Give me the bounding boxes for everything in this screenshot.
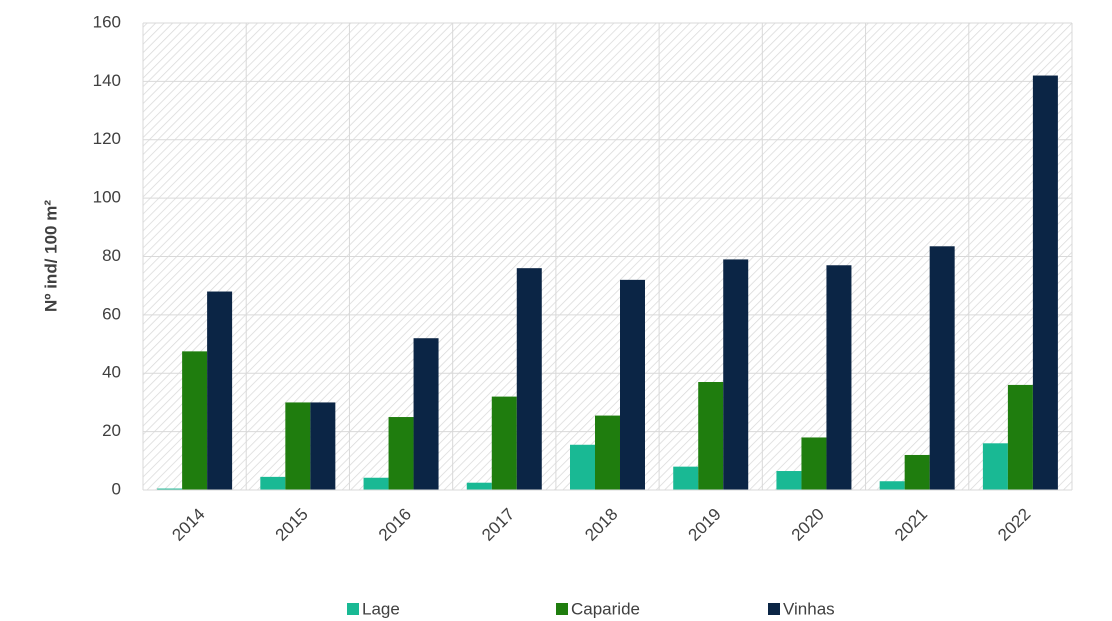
bar <box>182 351 208 490</box>
bar <box>310 402 336 490</box>
y-axis-label: Nº ind/ 100 m² <box>41 200 60 312</box>
legend-swatch <box>556 603 568 615</box>
y-tick-label: 40 <box>102 363 121 382</box>
bar <box>157 488 183 490</box>
x-tick-label: 2016 <box>375 505 415 545</box>
bar <box>491 396 517 490</box>
y-tick-label: 140 <box>93 71 121 90</box>
x-tick-label: 2021 <box>891 505 931 545</box>
bar <box>260 476 286 490</box>
x-tick-label: 2015 <box>272 505 312 545</box>
y-tick-label: 20 <box>102 421 121 440</box>
bar <box>466 482 492 490</box>
bar <box>801 437 827 490</box>
bar <box>413 338 439 490</box>
bar <box>207 291 233 490</box>
bar <box>826 265 852 490</box>
bar <box>1007 384 1033 490</box>
y-tick-label: 100 <box>93 188 121 207</box>
y-tick-label: 60 <box>102 304 121 323</box>
bar <box>673 466 699 490</box>
bar <box>516 268 542 490</box>
x-tick-label: 2018 <box>581 505 621 545</box>
bar <box>363 477 389 490</box>
bar <box>698 382 724 490</box>
bar <box>723 259 749 490</box>
y-tick-label: 120 <box>93 129 121 148</box>
y-tick-label: 160 <box>93 12 121 31</box>
legend-swatch <box>768 603 780 615</box>
x-tick-label: 2014 <box>168 505 208 545</box>
legend-swatch <box>347 603 359 615</box>
x-tick-label: 2020 <box>788 505 828 545</box>
y-tick-label: 80 <box>102 246 121 265</box>
y-tick-label: 0 <box>112 479 121 498</box>
bar <box>595 415 620 490</box>
x-tick-label: 2017 <box>478 505 518 545</box>
legend-label: Vinhas <box>783 599 835 618</box>
bar <box>904 454 930 490</box>
x-tick-label: 2019 <box>685 505 725 545</box>
bar <box>776 471 802 490</box>
x-tick-label: 2022 <box>994 505 1034 545</box>
bar <box>285 402 311 490</box>
bar <box>388 417 414 490</box>
bar <box>879 481 905 490</box>
legend-label: Caparide <box>571 599 640 618</box>
legend-label: Lage <box>362 599 400 618</box>
bar <box>570 444 595 490</box>
bar <box>1032 75 1058 490</box>
bar <box>982 443 1008 490</box>
bar <box>620 279 645 490</box>
bar <box>929 246 955 490</box>
